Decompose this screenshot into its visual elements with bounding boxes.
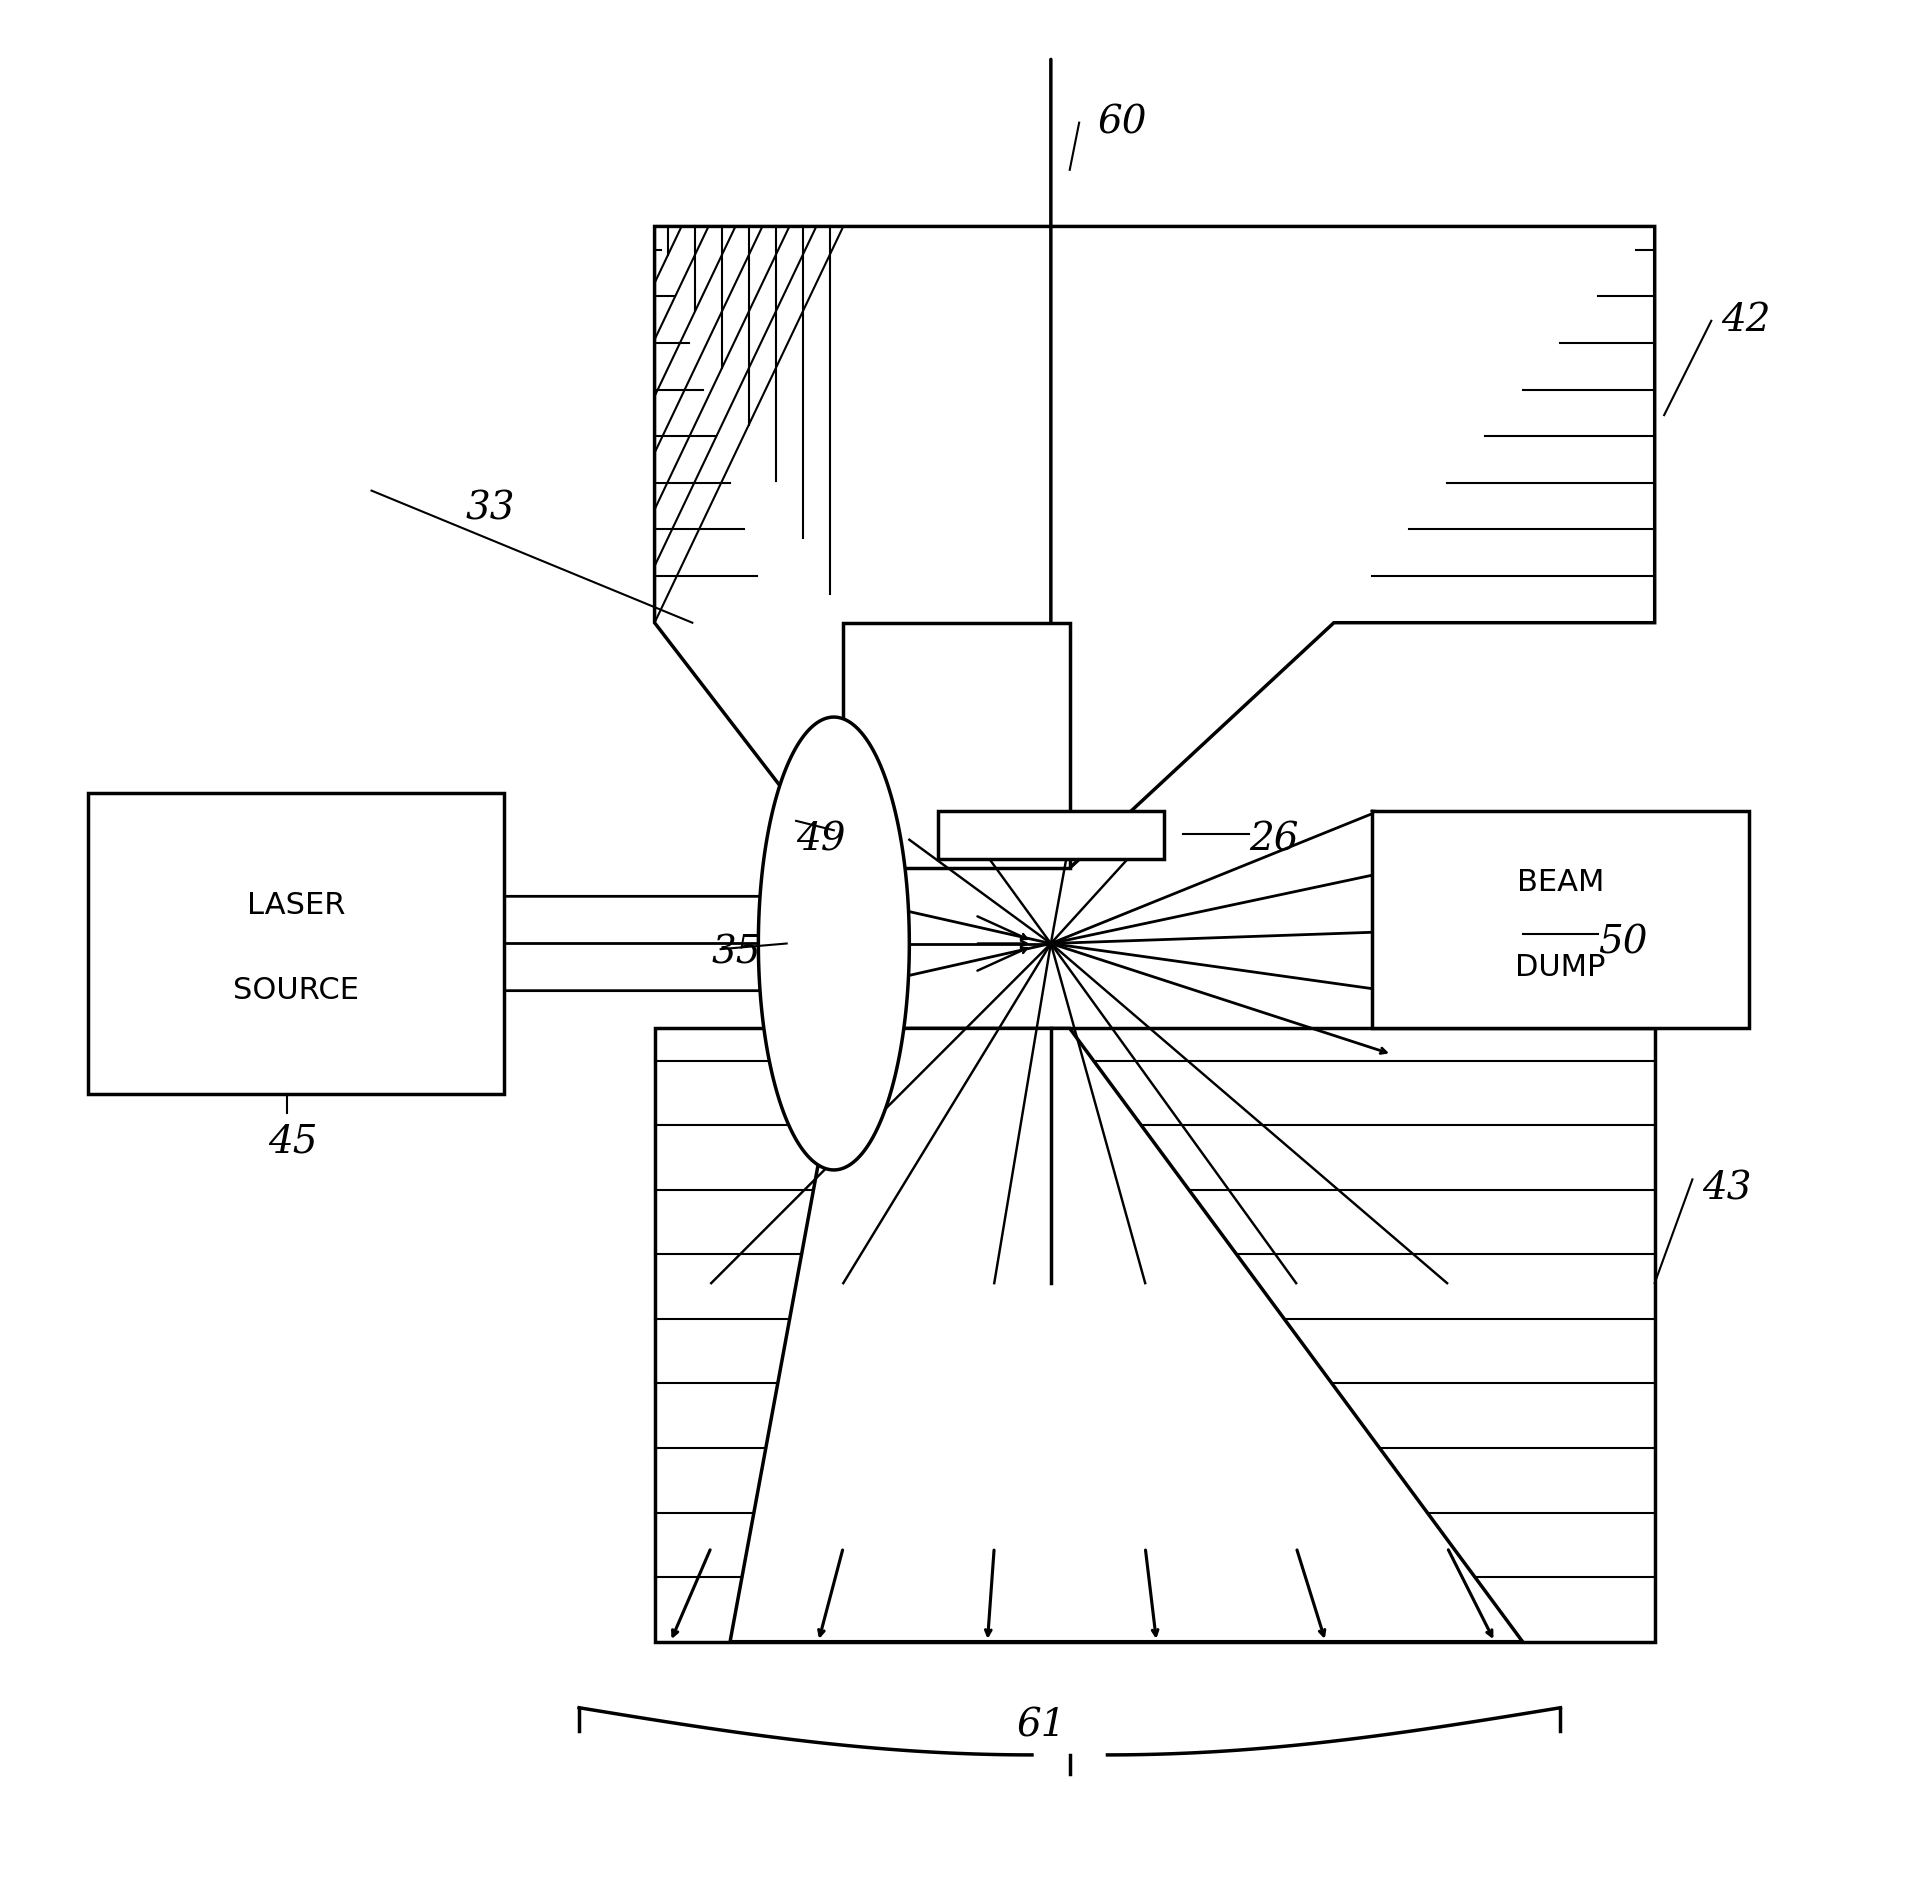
Text: 26: 26 xyxy=(1249,821,1299,859)
Text: BEAM: BEAM xyxy=(1517,868,1603,896)
Text: 45: 45 xyxy=(268,1123,318,1161)
Text: LASER: LASER xyxy=(247,891,346,921)
Bar xyxy=(1372,811,1748,1028)
Text: DUMP: DUMP xyxy=(1515,953,1605,981)
Text: 49: 49 xyxy=(796,821,846,859)
Text: 60: 60 xyxy=(1098,104,1148,142)
Text: 35: 35 xyxy=(712,934,761,972)
Polygon shape xyxy=(731,1028,1523,1642)
Polygon shape xyxy=(758,717,909,1170)
Text: 33: 33 xyxy=(467,491,515,528)
Text: 50: 50 xyxy=(1597,925,1647,962)
Text: 61: 61 xyxy=(1016,1708,1066,1745)
Polygon shape xyxy=(654,1028,1655,1642)
Polygon shape xyxy=(654,226,1655,868)
Polygon shape xyxy=(844,623,1069,868)
FancyBboxPatch shape xyxy=(937,811,1165,859)
Text: SOURCE: SOURCE xyxy=(233,976,360,1006)
Text: 43: 43 xyxy=(1703,1170,1752,1208)
Bar xyxy=(88,793,503,1094)
Text: 42: 42 xyxy=(1720,302,1770,340)
